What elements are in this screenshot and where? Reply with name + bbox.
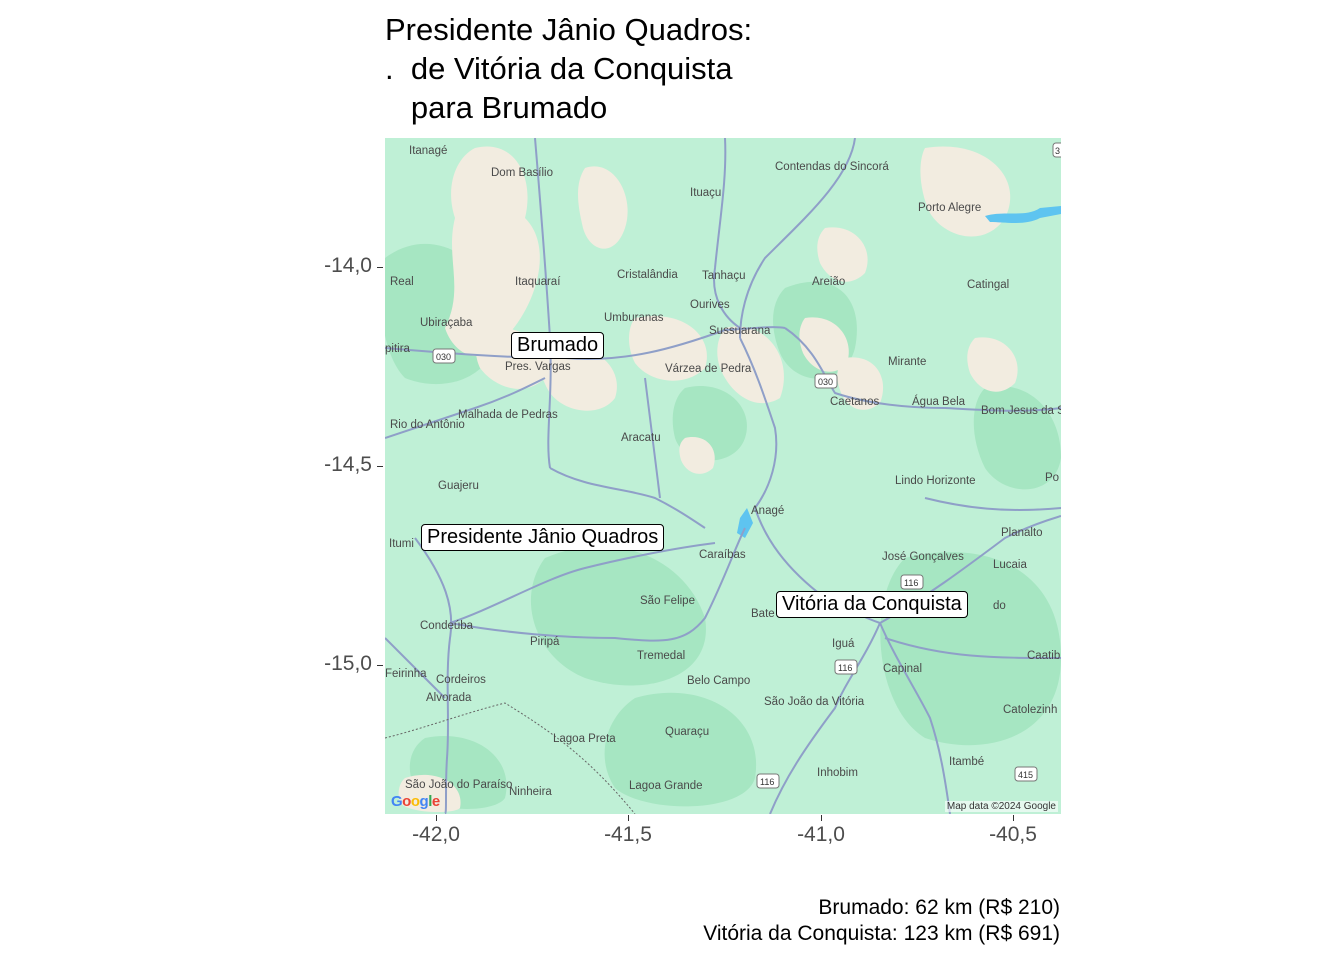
place-label: Itambé <box>949 756 984 768</box>
place-label: Porto Alegre <box>918 202 981 214</box>
road-shield-label: 116 <box>838 663 852 673</box>
place-label: Areião <box>812 276 845 288</box>
place-label: Catingal <box>967 279 1009 291</box>
place-label: Tanhaçu <box>702 270 745 282</box>
place-label: Cordeiros <box>436 674 486 686</box>
marker-vitoria-da-conquista[interactable]: Vitória da Conquista <box>776 591 968 618</box>
place-label: Tremedal <box>637 650 685 662</box>
x-tick-label: -41,5 <box>604 823 652 846</box>
place-label: Itumi <box>389 538 414 550</box>
map-title: Presidente Jânio Quadros: . de Vitória d… <box>385 12 753 125</box>
y-tick-mark <box>377 267 383 268</box>
road-shield-label: 415 <box>1018 770 1033 780</box>
map-attribution: Map data ©2024 Google <box>944 801 1058 812</box>
place-label: São João do Paraíso <box>405 779 512 791</box>
x-tick-mark <box>1013 815 1014 821</box>
road-shield-label: 116 <box>904 578 918 588</box>
y-tick-label: -15,0 <box>324 652 372 675</box>
google-logo: Google <box>391 793 440 810</box>
place-label: São João da Vitória <box>764 696 865 708</box>
place-label: Quaraçu <box>665 726 709 738</box>
place-label: Planalto <box>1001 527 1043 539</box>
place-label: Várzea de Pedra <box>665 363 752 375</box>
road-layer <box>385 138 1061 814</box>
road-shield-label: 030 <box>436 352 451 362</box>
place-label: Água Bela <box>912 395 966 408</box>
caption-line-brumado: Brumado: 62 km (R$ 210) <box>818 896 1060 919</box>
road-shield-label: 116 <box>760 777 774 787</box>
distance-caption: Brumado: 62 km (R$ 210) Vitória da Conqu… <box>703 895 1060 947</box>
place-label: Bate <box>751 608 775 620</box>
place-label: Ituaçu <box>690 187 721 199</box>
basemap[interactable]: Itanagé Dom Basílio Ituaçu Contendas do … <box>385 138 1061 814</box>
state-boundary <box>385 702 636 814</box>
y-tick-label: -14,5 <box>324 453 372 476</box>
place-label: Anagé <box>751 505 784 517</box>
place-label: Itaquaraí <box>515 276 561 288</box>
place-label: Caraíbas <box>699 549 746 561</box>
place-label: Lindo Horizonte <box>895 475 976 487</box>
place-label: Alvorada <box>426 692 472 704</box>
place-label: Catolezinh <box>1003 704 1057 716</box>
place-label: José Gonçalves <box>882 551 964 563</box>
place-label: Caatib <box>1027 650 1060 662</box>
vegetation-layer <box>385 243 1061 809</box>
place-label: Contendas do Sincorá <box>775 161 889 173</box>
place-label: Pres. Vargas <box>505 361 571 373</box>
place-label: Ubiraçaba <box>420 317 473 329</box>
place-label: Caetanos <box>830 396 879 408</box>
road-shields: 030 030 116 116 116 415 3 <box>432 142 1061 789</box>
x-tick-mark <box>436 815 437 821</box>
marker-presidente-janio-quadros[interactable]: Presidente Jânio Quadros <box>421 524 665 551</box>
place-label: Lagoa Grande <box>629 780 703 792</box>
place-label: Rio do Antônio <box>390 419 465 431</box>
place-label: Cristalândia <box>617 269 678 281</box>
marker-brumado[interactable]: Brumado <box>511 332 605 359</box>
place-label: Po <box>1045 472 1059 484</box>
place-label: Real <box>390 276 414 288</box>
place-label: Inhobim <box>817 767 858 779</box>
place-label: São Felipe <box>640 595 695 607</box>
place-label: Belo Campo <box>687 675 750 687</box>
place-label: Capinal <box>883 663 922 675</box>
place-label: Bom Jesus da Serra <box>981 405 1061 417</box>
water-layer <box>737 206 1061 538</box>
x-tick-mark <box>628 815 629 821</box>
place-label: Guajeru <box>438 480 479 492</box>
place-label: Lucaia <box>993 559 1027 571</box>
place-labels: Itanagé Dom Basílio Ituaçu Contendas do … <box>385 145 1061 798</box>
road-shield-label: 3 <box>1055 146 1060 156</box>
place-label: Ourives <box>690 299 730 311</box>
place-label: Malhada de Pedras <box>458 409 558 421</box>
place-label: Itanagé <box>409 145 447 157</box>
place-label: Feirinha <box>385 668 427 680</box>
x-tick-label: -42,0 <box>412 823 460 846</box>
place-label: Lagoa Preta <box>553 733 616 745</box>
x-tick-label: -40,5 <box>989 823 1037 846</box>
place-label: do <box>993 600 1006 612</box>
road-shield-label: 030 <box>818 377 833 387</box>
x-tick-label: -41,0 <box>797 823 845 846</box>
place-label: Sussuarana <box>709 325 771 337</box>
place-label: pitira <box>385 343 411 355</box>
y-tick-mark <box>377 665 383 666</box>
x-tick-mark <box>821 815 822 821</box>
basemap-svg: Itanagé Dom Basílio Ituaçu Contendas do … <box>385 138 1061 814</box>
place-label: Umburanas <box>604 312 664 324</box>
place-label: Mirante <box>888 356 926 368</box>
place-label: Ninheira <box>509 786 552 798</box>
place-label: Aracatu <box>621 432 661 444</box>
place-label: Condeúba <box>420 620 474 632</box>
place-label: Piripá <box>530 636 560 648</box>
caption-line-vitoria: Vitória da Conquista: 123 km (R$ 691) <box>703 922 1060 945</box>
place-label: Dom Basílio <box>491 167 553 179</box>
y-tick-label: -14,0 <box>324 254 372 277</box>
place-label: Iguá <box>832 638 855 650</box>
y-tick-mark <box>377 466 383 467</box>
